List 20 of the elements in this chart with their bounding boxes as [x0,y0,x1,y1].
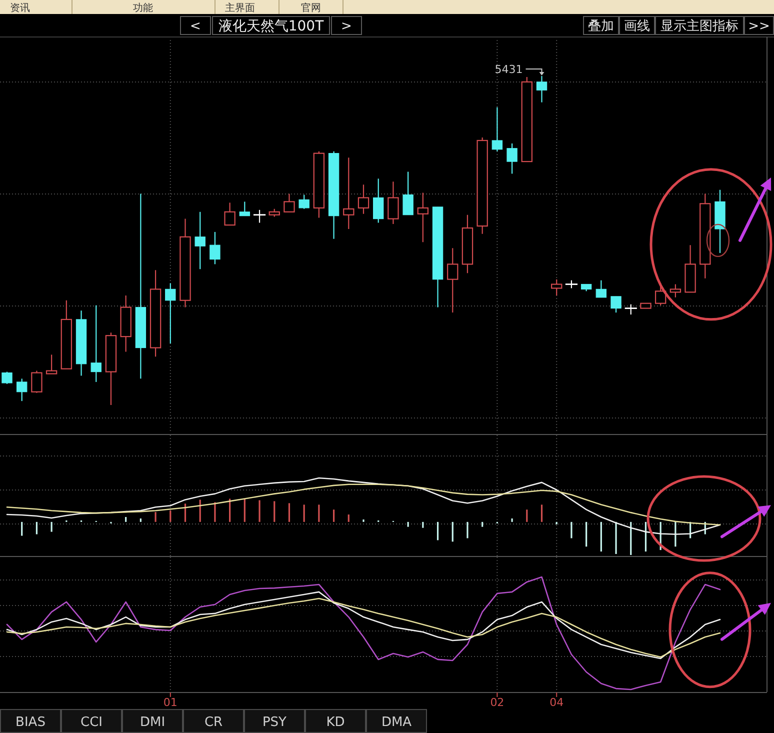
tab: PSY [244,709,305,733]
tab: CR [183,709,244,733]
text: 主界面 [225,2,255,14]
tab: KD [305,709,366,733]
button: < [180,16,211,35]
button: > [331,16,362,35]
title: 液化天然气100T [212,16,330,35]
tab: BIAS [0,709,61,733]
annotation: 5431 [494,63,523,76]
button: 叠加 [583,16,619,35]
text: 功能 [133,2,153,14]
text: 资讯 [10,2,30,14]
button: >> [744,16,774,35]
text: 官网 [301,2,321,14]
tab: DMA [366,709,427,733]
chart-title: 液化天然气100T [218,18,324,34]
tab: CCI [61,709,122,733]
tab: DMI [122,709,183,733]
button: 画线 [619,16,655,35]
button: 显示主图指标 [655,16,744,35]
